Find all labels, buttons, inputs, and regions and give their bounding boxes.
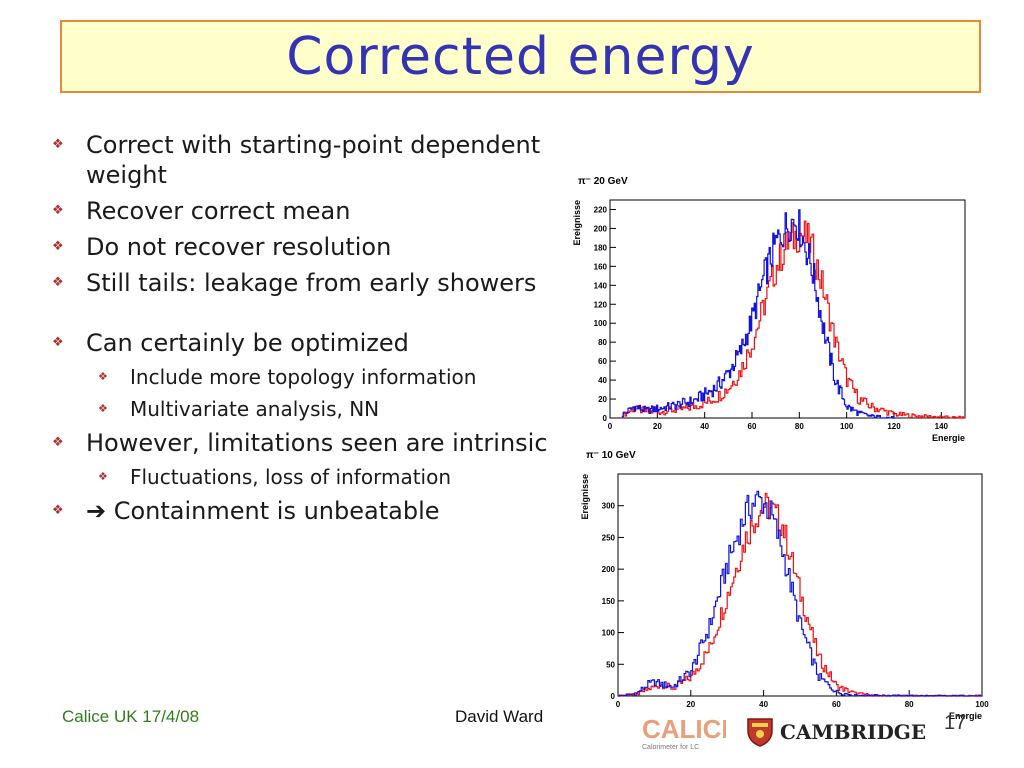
x-tick-label: 140 — [935, 422, 949, 431]
chart-title: π⁻ 10 GeV — [586, 450, 636, 461]
bullet-marker-icon: ❖ — [52, 435, 64, 450]
sub-bullet-item: ❖ Include more topology information — [94, 364, 558, 390]
y-tick-label: 160 — [594, 262, 608, 271]
y-tick-label: 150 — [602, 597, 616, 606]
y-tick-label: 120 — [594, 300, 608, 309]
x-tick-label: 100 — [840, 422, 854, 431]
bullet-text: Still tails: leakage from early showers — [86, 269, 537, 297]
bullet-item: ❖ Recover correct mean — [48, 196, 558, 226]
energy-histogram-10gev: π⁻ 10 GeV 0 50 100 150 200 250 300 0 20 40 60 80 100 E… — [580, 450, 989, 721]
bullet-text: Recover correct mean — [86, 197, 351, 225]
bullet-gap — [48, 304, 558, 328]
series-line-1 — [618, 490, 983, 697]
bullet-list: ❖ Correct with starting-point dependent w… — [48, 130, 558, 532]
series-line-1 — [621, 209, 895, 419]
y-tick-label: 0 — [603, 414, 608, 423]
footer-event: Calice UK 17/4/08 — [62, 707, 200, 726]
y-tick-label: 100 — [594, 319, 608, 328]
y-tick-label: 20 — [598, 395, 607, 404]
y-tick-label: 250 — [602, 533, 616, 542]
y-tick-label: 200 — [594, 224, 608, 233]
bullet-marker-icon: ❖ — [98, 470, 108, 483]
x-tick-label: 20 — [653, 422, 662, 431]
bullet-marker-icon: ❖ — [52, 335, 64, 350]
slide-title: Corrected energy — [286, 26, 755, 87]
x-tick-label: 0 — [616, 700, 621, 709]
bullet-text: Do not recover resolution — [86, 233, 392, 261]
x-tick-label: 40 — [759, 700, 768, 709]
bullet-item: ❖ Do not recover resolution — [48, 232, 558, 262]
bullet-item: ❖ However, limitations seen are intrinsic — [48, 428, 558, 458]
bullet-text: Can certainly be optimized — [86, 329, 409, 357]
x-axis-label: Energie — [932, 433, 965, 443]
sub-bullet-item: ❖ Fluctuations, loss of information — [94, 464, 558, 490]
y-tick-label: 40 — [598, 376, 607, 385]
y-tick-label: 300 — [602, 502, 616, 511]
bullet-text: Fluctuations, loss of information — [130, 465, 452, 489]
cambridge-wordmark: CAMBRIDGE — [780, 720, 927, 744]
x-tick-label: 60 — [832, 700, 841, 709]
energy-histogram-20gev: π⁻ 20 GeV 0 20 40 60 80 100 120 140 160 180 200 220 0… — [572, 176, 966, 443]
footer-author: David Ward — [455, 707, 544, 726]
x-tick-label: 80 — [795, 422, 804, 431]
y-tick-label: 140 — [594, 281, 608, 290]
chart-title: π⁻ 20 GeV — [578, 176, 628, 187]
x-tick-label: 80 — [905, 700, 914, 709]
x-tick-label: 60 — [748, 422, 757, 431]
y-tick-label: 200 — [602, 565, 616, 574]
title-box: Corrected energy — [60, 20, 981, 93]
bullet-marker-icon: ❖ — [52, 239, 64, 254]
bullet-marker-icon: ❖ — [52, 137, 64, 152]
x-tick-label: 120 — [887, 422, 901, 431]
bullet-text: Multivariate analysis, NN — [130, 397, 380, 421]
y-tick-label: 180 — [594, 243, 608, 252]
x-tick-label: 20 — [686, 700, 695, 709]
y-tick-label: 50 — [606, 660, 615, 669]
y-axis-label: Ereignisse — [580, 474, 590, 520]
bullet-item: ❖ Still tails: leakage from early showers — [48, 268, 558, 298]
bullet-marker-icon: ❖ — [98, 402, 108, 415]
cambridge-shield-icon — [747, 718, 773, 747]
calice-logo: CALICE Calorimeter for LC — [642, 714, 726, 751]
bullet-marker-icon: ❖ — [52, 275, 64, 290]
page-number: 17 — [944, 712, 967, 734]
bullet-text: Include more topology information — [130, 365, 477, 389]
y-tick-label: 220 — [594, 205, 608, 214]
bullet-marker-icon: ❖ — [98, 370, 108, 383]
x-tick-label: 40 — [700, 422, 709, 431]
bullet-marker-icon: ❖ — [52, 503, 64, 518]
y-tick-label: 100 — [602, 629, 616, 638]
y-tick-label: 80 — [598, 338, 607, 347]
bullet-text: However, limitations seen are intrinsic — [86, 429, 548, 457]
bullet-text: Correct with starting-point dependent we… — [86, 131, 541, 189]
svg-text:CALICE: CALICE — [642, 714, 726, 744]
y-axis-label: Ereignisse — [572, 200, 582, 246]
bullet-item: ❖ Correct with starting-point dependent w… — [48, 130, 558, 190]
bullet-item: ❖ Can certainly be optimized — [48, 328, 558, 358]
x-tick-label: 100 — [975, 700, 989, 709]
x-axis-label: Energie — [949, 711, 982, 721]
x-tick-label: 0 — [608, 422, 613, 431]
bullet-text: ➔ Containment is unbeatable — [86, 497, 440, 525]
bullet-item: ❖ ➔ Containment is unbeatable — [48, 496, 558, 526]
y-tick-label: 60 — [598, 357, 607, 366]
sub-bullet-item: ❖ Multivariate analysis, NN — [94, 396, 558, 422]
calice-logo-subtitle: Calorimeter for LC — [642, 744, 699, 751]
bullet-marker-icon: ❖ — [52, 203, 64, 218]
cambridge-logo: CAMBRIDGE — [746, 716, 946, 748]
y-tick-label: 0 — [611, 692, 616, 701]
